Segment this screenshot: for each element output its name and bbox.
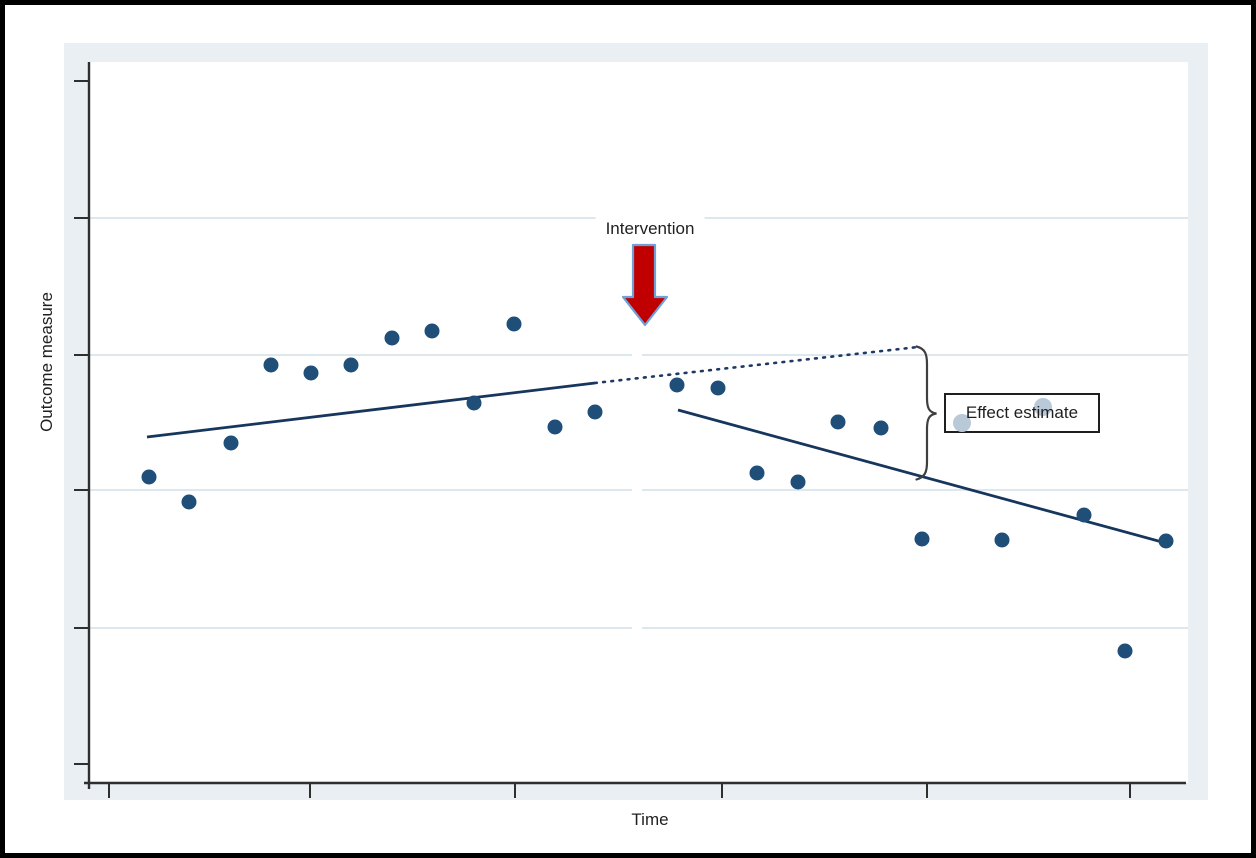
data-point: [181, 494, 197, 510]
data-point: [749, 465, 765, 481]
data-point: [424, 323, 440, 339]
data-point: [1076, 507, 1092, 523]
data-point: [1158, 533, 1174, 549]
data-point: [830, 414, 846, 430]
data-point: [466, 395, 482, 411]
data-point: [384, 330, 400, 346]
axes: [74, 62, 1186, 798]
x-axis-title: Time: [631, 810, 669, 829]
data-point: [303, 365, 319, 381]
intervention-label: Intervention: [595, 217, 705, 241]
data-point: [343, 357, 359, 373]
data-point: [1117, 643, 1133, 659]
data-point: [506, 316, 522, 332]
data-point: [141, 469, 157, 485]
data-point: [669, 377, 685, 393]
gridlines: [90, 217, 1188, 629]
data-point: [263, 357, 279, 373]
data-points: [141, 316, 1174, 659]
data-point: [994, 532, 1010, 548]
data-point: [710, 380, 726, 396]
y-axis-title: Outcome measure: [37, 292, 56, 432]
data-point: [1034, 398, 1052, 416]
data-point: [914, 531, 930, 547]
data-point: [873, 420, 889, 436]
data-point: [587, 404, 603, 420]
data-point: [953, 414, 971, 432]
data-point: [790, 474, 806, 490]
counterfactual-line: [593, 345, 920, 385]
intervention-down-arrow-icon: [621, 243, 669, 327]
data-point: [547, 419, 563, 435]
data-point: [223, 435, 239, 451]
curly-brace-icon: [915, 345, 937, 481]
trend-line: [146, 381, 596, 439]
effect-estimate-label: Effect estimate: [965, 403, 1079, 422]
